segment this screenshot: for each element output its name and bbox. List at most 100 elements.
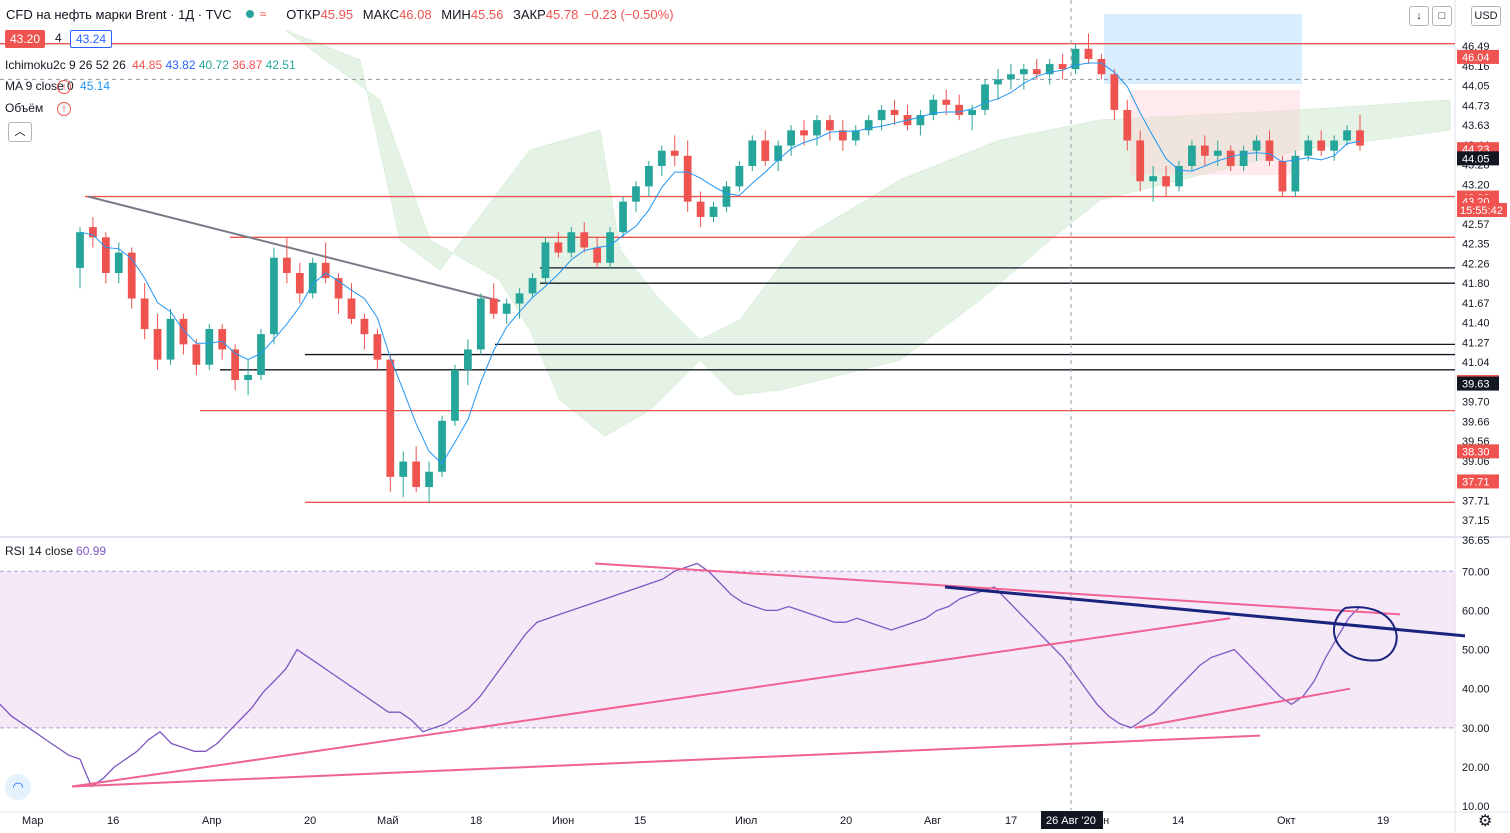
price-tick-label: 44.05	[1462, 81, 1490, 93]
candle-body	[425, 471, 433, 488]
clock-badge	[1457, 203, 1507, 217]
price-badge-label: 38.30	[1462, 446, 1490, 458]
candle-body	[1330, 140, 1339, 151]
hidden-volume-icon[interactable]: !	[57, 102, 71, 116]
time-tick-label: 17	[1005, 815, 1017, 827]
candle-body	[696, 201, 705, 217]
candle-body	[1265, 140, 1274, 161]
collapse-legend-button[interactable]: ︿	[8, 122, 32, 142]
candle-body	[1019, 69, 1028, 75]
candle-body	[399, 461, 408, 477]
candle-body	[438, 420, 446, 472]
candle-body	[140, 298, 149, 330]
gear-icon[interactable]: ⚙	[1478, 813, 1493, 830]
ohlc-low-value: 45.56	[470, 6, 504, 22]
time-tick-label: ен	[1097, 815, 1109, 827]
tradingview-logo-icon[interactable]: ◠	[5, 774, 31, 800]
volume-legend[interactable]: Объём	[5, 101, 43, 115]
ichimoku-cloud	[284, 29, 1451, 437]
rsi-band	[0, 571, 1455, 728]
candle-body	[528, 278, 537, 294]
chevron-up-icon: ︿	[14, 126, 26, 138]
candle-body	[295, 273, 304, 294]
currency-button[interactable]: USD	[1471, 6, 1501, 26]
candle-body	[929, 99, 938, 116]
candle-body	[1162, 176, 1170, 187]
maximize-button[interactable]: □	[1432, 6, 1452, 26]
hidden-eye-icon[interactable]: !	[57, 80, 71, 94]
candle-body	[541, 242, 550, 279]
candle-body	[632, 186, 640, 202]
candle-body	[1317, 140, 1326, 151]
candle-body	[502, 303, 511, 314]
price-badge	[1457, 151, 1499, 166]
candle-body	[994, 79, 1002, 85]
time-tick-label: Июл	[735, 815, 757, 827]
ohlc-high-label: МАКС	[362, 6, 400, 22]
candle-body	[1097, 58, 1106, 75]
rsi-trend-up	[71, 617, 1231, 788]
time-tick-label: Июн	[552, 815, 574, 827]
symbol-title[interactable]: CFD на нефть марки Brent · 1Д · TVC	[6, 6, 232, 22]
rsi-legend[interactable]: RSI 14 close 60.99	[5, 544, 106, 558]
rsi-trend-navy	[944, 585, 1466, 638]
candle-body	[192, 344, 201, 365]
candle-body	[1213, 150, 1222, 156]
candle-body	[1149, 176, 1158, 182]
candle-body	[76, 232, 84, 268]
candle-body	[373, 334, 382, 360]
price-tick-label: 41.04	[1462, 357, 1490, 369]
candle-body	[774, 145, 783, 161]
price-tick-label: 41.80	[1462, 278, 1490, 290]
candle-body	[270, 257, 278, 335]
candle-body	[244, 374, 252, 381]
candle-body	[489, 298, 498, 314]
ohlc-open-label: ОТКР	[286, 6, 321, 22]
candle-body	[1175, 165, 1183, 187]
candle-body	[218, 329, 227, 350]
time-tick-label: Мар	[22, 815, 44, 827]
ma-name: MA 9 close 0	[5, 79, 74, 93]
candle-body	[1356, 130, 1364, 146]
candle-body	[838, 130, 847, 141]
ohlc-legend: ОТКР45.95 МАКС46.08 МИН45.56 ЗАКР45.78 −…	[282, 7, 675, 22]
ma-legend[interactable]: MA 9 close 0 45.14	[5, 79, 110, 93]
ask-price[interactable]: 43.24	[70, 30, 113, 48]
price-tick-label: 42.26	[1462, 258, 1490, 270]
candle-body	[1007, 74, 1015, 80]
candle-body	[257, 334, 265, 375]
candle-body	[864, 120, 873, 131]
candle-body	[308, 262, 317, 294]
candle-body	[464, 349, 472, 370]
time-tick-label: 14	[1172, 815, 1184, 827]
rsi-tick-label: 20.00	[1462, 762, 1490, 774]
scroll-down-button[interactable]: ↓	[1409, 6, 1429, 26]
candle-body	[451, 369, 459, 421]
price-tick-label: 37.15	[1462, 515, 1490, 527]
ichimoku-value-4: 36.87	[232, 58, 263, 72]
candle-body	[1291, 155, 1300, 192]
rsi-tick-label: 10.00	[1462, 801, 1490, 813]
price-badge-label: 46.04	[1462, 52, 1490, 64]
price-tick-label: 41.40	[1462, 318, 1490, 330]
candle-body	[981, 84, 989, 110]
ichimoku-legend[interactable]: Ichimoku2c 9 26 52 26 44.85 43.82 40.72 …	[5, 58, 296, 72]
candle-body	[683, 155, 692, 202]
candle-body	[1136, 140, 1145, 182]
ichimoku-value-1: 44.85	[132, 58, 163, 72]
candle-body	[1343, 130, 1351, 141]
candle-body	[476, 298, 485, 350]
candle-body	[813, 120, 821, 136]
candle-body	[619, 201, 627, 233]
price-badge-label: 39.63	[1462, 379, 1490, 391]
fib-zone-top	[1104, 14, 1302, 84]
candle-body	[386, 359, 395, 477]
candle-body	[826, 120, 834, 131]
candle-body	[231, 349, 240, 381]
bid-price[interactable]: 43.20	[5, 30, 46, 48]
rsi-tick-label: 60.00	[1462, 605, 1490, 617]
candle-body	[942, 99, 951, 105]
candle-body	[890, 109, 899, 116]
candle-body	[722, 186, 731, 207]
